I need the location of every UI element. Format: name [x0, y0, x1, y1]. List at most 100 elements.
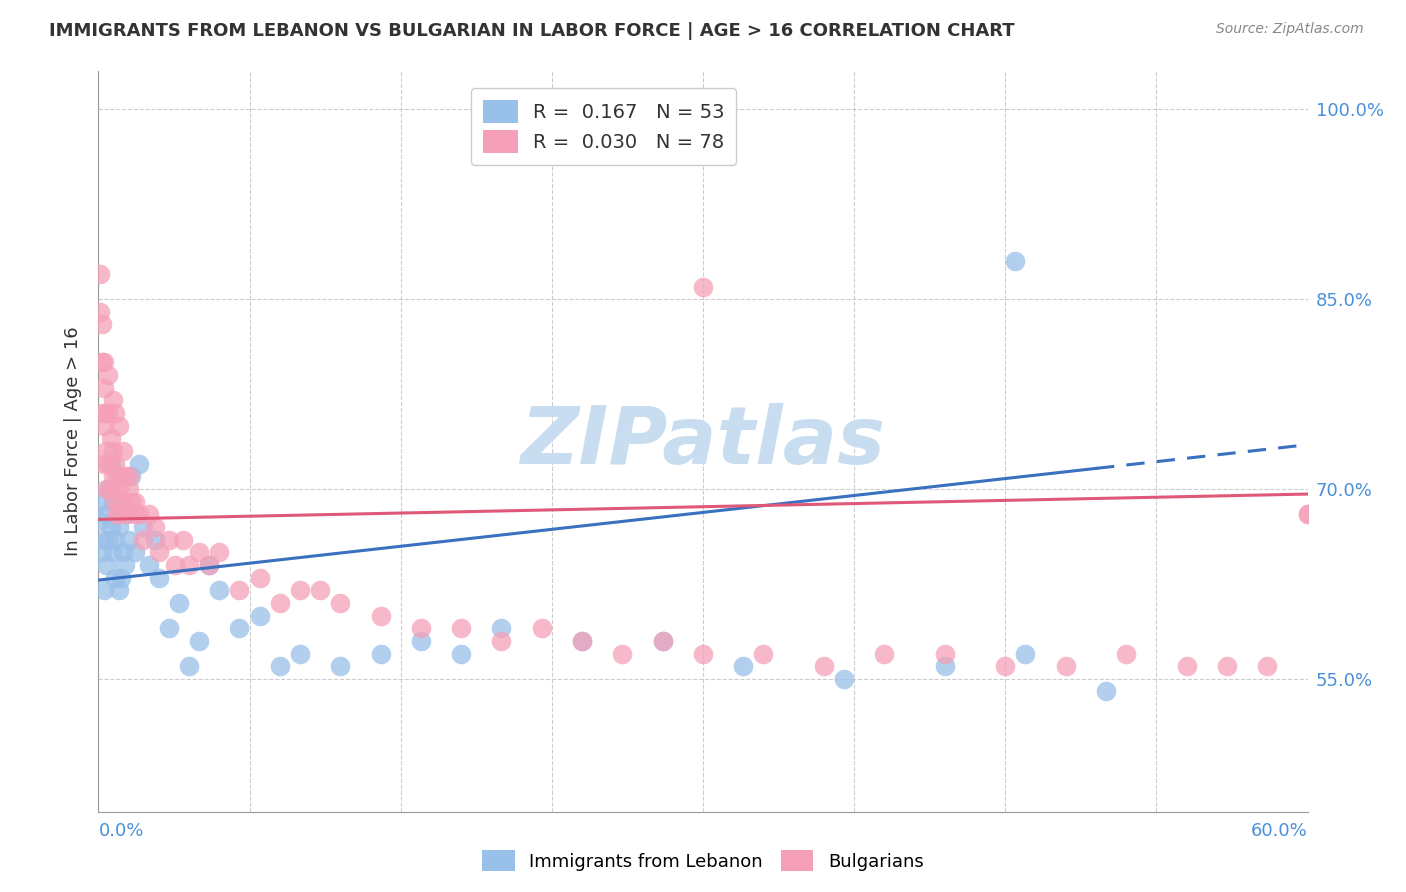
Point	[93, 418, 115, 433]
Point	[571, 633, 593, 648]
Point	[1054, 659, 1077, 673]
Point	[934, 647, 956, 661]
Point	[97, 406, 120, 420]
Point	[107, 520, 129, 534]
Point	[100, 520, 122, 534]
Point	[179, 558, 201, 572]
Text: 0.0%: 0.0%	[98, 822, 143, 840]
Point	[96, 406, 118, 420]
Point	[491, 621, 513, 635]
Text: 60.0%: 60.0%	[1251, 822, 1308, 840]
Legend: R =  0.167   N = 53, R =  0.030   N = 78: R = 0.167 N = 53, R = 0.030 N = 78	[471, 88, 737, 164]
Point	[111, 494, 134, 508]
Point	[124, 545, 146, 559]
Point	[733, 659, 755, 673]
Point	[128, 508, 150, 522]
Point	[450, 647, 472, 661]
Point	[148, 545, 170, 559]
Point	[101, 444, 124, 458]
Point	[143, 520, 166, 534]
Point	[934, 659, 956, 673]
Point	[179, 659, 201, 673]
Point	[89, 305, 111, 319]
Point	[288, 647, 311, 661]
Point	[124, 494, 146, 508]
Point	[110, 469, 132, 483]
Point	[167, 596, 190, 610]
Point	[93, 355, 115, 369]
Point	[105, 508, 128, 522]
Point	[91, 494, 114, 508]
Point	[111, 444, 134, 458]
Point	[143, 533, 166, 547]
Point	[110, 571, 132, 585]
Point	[288, 583, 311, 598]
Point	[96, 508, 118, 522]
Point	[450, 621, 472, 635]
Point	[91, 545, 114, 559]
Point	[1216, 659, 1239, 673]
Point	[198, 558, 221, 572]
Point	[752, 647, 775, 661]
Point	[120, 469, 142, 483]
Point	[89, 267, 111, 281]
Point	[103, 494, 125, 508]
Point	[114, 469, 136, 483]
Point	[692, 279, 714, 293]
Point	[491, 633, 513, 648]
Point	[269, 659, 291, 673]
Point	[91, 406, 114, 420]
Point	[157, 621, 180, 635]
Point	[89, 514, 111, 528]
Point	[157, 533, 180, 547]
Point	[97, 533, 120, 547]
Point	[994, 659, 1017, 673]
Point	[409, 621, 432, 635]
Point	[1175, 659, 1198, 673]
Point	[103, 571, 125, 585]
Point	[97, 368, 120, 383]
Point	[1014, 647, 1036, 661]
Point	[118, 533, 141, 547]
Point	[163, 558, 186, 572]
Point	[370, 608, 392, 623]
Point	[1115, 647, 1137, 661]
Point	[103, 533, 125, 547]
Point	[571, 633, 593, 648]
Point	[813, 659, 835, 673]
Point	[101, 469, 124, 483]
Point	[208, 545, 231, 559]
Point	[873, 647, 896, 661]
Point	[97, 457, 120, 471]
Point	[138, 508, 160, 522]
Point	[115, 508, 138, 522]
Point	[208, 583, 231, 598]
Point	[105, 469, 128, 483]
Point	[107, 482, 129, 496]
Point	[228, 583, 250, 598]
Point	[329, 659, 352, 673]
Text: Source: ZipAtlas.com: Source: ZipAtlas.com	[1216, 22, 1364, 37]
Point	[124, 508, 146, 522]
Point	[370, 647, 392, 661]
Point	[107, 583, 129, 598]
Point	[118, 482, 141, 496]
Point	[96, 482, 118, 496]
Point	[651, 633, 673, 648]
Point	[530, 621, 553, 635]
Point	[188, 633, 211, 648]
Point	[651, 633, 673, 648]
Point	[198, 558, 221, 572]
Point	[692, 647, 714, 661]
Point	[115, 508, 138, 522]
Y-axis label: In Labor Force | Age > 16: In Labor Force | Age > 16	[63, 326, 82, 557]
Point	[832, 672, 855, 686]
Point	[100, 431, 122, 445]
Point	[91, 355, 114, 369]
Point	[101, 494, 124, 508]
Point	[172, 533, 194, 547]
Point	[107, 418, 129, 433]
Point	[100, 482, 122, 496]
Point	[148, 571, 170, 585]
Point	[1256, 659, 1278, 673]
